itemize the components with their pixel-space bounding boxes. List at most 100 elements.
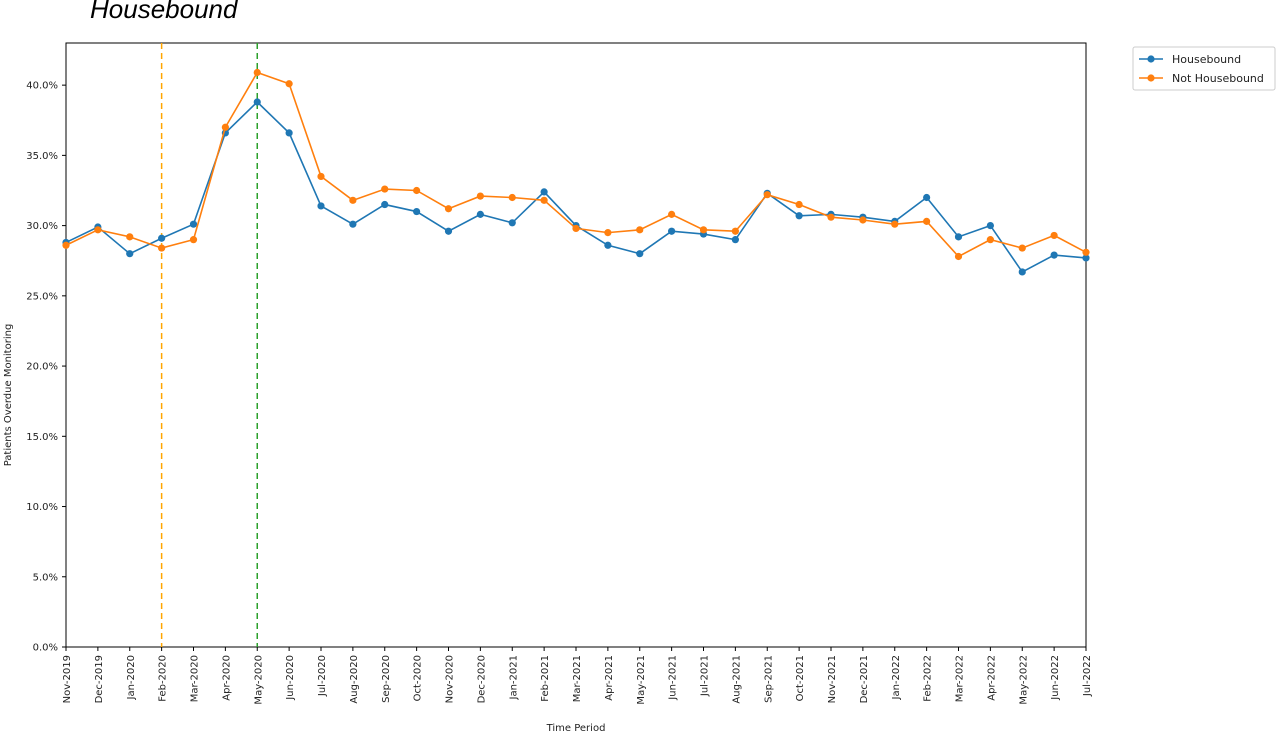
data-point — [986, 222, 994, 230]
data-point — [349, 220, 357, 228]
x-tick-label: Jun-2022 — [1050, 655, 1061, 701]
data-point — [540, 188, 548, 196]
data-point — [604, 229, 612, 237]
data-point — [508, 193, 516, 202]
x-tick-label: Oct-2020 — [413, 655, 424, 701]
data-point — [189, 236, 198, 244]
data-point — [381, 200, 389, 209]
data-point — [923, 217, 931, 225]
legend-box — [1132, 46, 1276, 91]
data-point — [636, 226, 644, 234]
x-tick-label: Feb-2020 — [158, 655, 169, 702]
data-point — [158, 234, 166, 242]
x-tick-label: Aug-2020 — [349, 655, 360, 704]
data-point — [413, 186, 421, 195]
y-tick-label: 15.0% — [26, 432, 58, 443]
y-tick-label: 25.0% — [26, 291, 58, 302]
data-point — [189, 220, 198, 228]
x-tick-label: Nov-2020 — [445, 655, 456, 703]
legend-marker — [1147, 74, 1155, 82]
data-point — [731, 227, 739, 235]
data-point — [349, 196, 357, 204]
data-point — [285, 80, 293, 88]
x-tick-label: Apr-2020 — [221, 655, 232, 701]
data-point — [317, 172, 325, 181]
x-tick-label: Apr-2021 — [604, 655, 615, 701]
data-point — [954, 252, 963, 261]
x-tick-label: Jun-2021 — [668, 655, 679, 701]
data-point — [668, 227, 676, 235]
y-tick-label: 20.0% — [26, 362, 58, 373]
x-tick-label: May-2021 — [636, 655, 647, 705]
data-point — [476, 192, 484, 200]
data-point — [1082, 248, 1090, 256]
page-title: Housebound — [90, 0, 238, 24]
x-tick-label: Feb-2021 — [540, 655, 551, 702]
data-point — [158, 244, 166, 252]
data-point — [253, 68, 261, 77]
data-point — [604, 241, 612, 249]
data-point — [1082, 254, 1090, 262]
y-tick-label: 0.0% — [33, 643, 58, 654]
x-tick-label: Jan-2020 — [126, 655, 137, 700]
x-tick-label: Dec-2019 — [94, 655, 105, 703]
data-point — [891, 220, 899, 228]
series-line — [65, 100, 1087, 273]
y-axis-label: Patients Overdue Monitoring — [3, 324, 14, 467]
data-point — [126, 250, 134, 258]
data-point — [476, 210, 484, 218]
legend-label: Housebound — [1172, 53, 1241, 66]
data-point — [317, 202, 325, 210]
plot-frame — [65, 42, 1087, 648]
data-point — [1018, 268, 1026, 276]
x-tick-label: Aug-2021 — [731, 655, 742, 704]
x-tick-label: Jan-2021 — [508, 655, 519, 700]
data-point — [954, 233, 963, 241]
data-point — [668, 210, 676, 218]
x-tick-label: Jul-2020 — [317, 655, 328, 697]
data-point — [413, 207, 421, 216]
data-point — [699, 226, 708, 234]
x-tick-label: Dec-2020 — [476, 655, 487, 703]
y-tick-label: 5.0% — [33, 572, 58, 583]
data-point — [859, 216, 867, 224]
plot-area: 0.0% 5.0% 10.0% 15.0% 20.0% 25.0% 30.0% 35.0% 40… — [26, 42, 1093, 705]
x-tick-label: Oct-2021 — [795, 655, 806, 701]
data-point — [62, 241, 70, 249]
data-point — [285, 129, 293, 137]
x-tick-label: Mar-2020 — [190, 655, 201, 702]
legend-label: Not Housebound — [1172, 72, 1264, 85]
y-tick-label: 30.0% — [26, 221, 58, 232]
data-point — [763, 191, 771, 199]
data-point — [444, 205, 453, 213]
data-point — [923, 193, 931, 202]
data-point — [1018, 244, 1026, 252]
y-tick-label: 35.0% — [26, 151, 58, 162]
data-point — [795, 200, 803, 209]
data-point — [381, 185, 389, 193]
x-tick-label: Feb-2022 — [923, 655, 934, 702]
x-tick-label: May-2022 — [1018, 655, 1029, 705]
x-tick-label: Sep-2020 — [381, 655, 392, 703]
x-tick-label: Mar-2021 — [572, 655, 583, 702]
data-point — [540, 196, 548, 204]
y-tick-label: 10.0% — [26, 502, 58, 513]
x-tick-label: Nov-2021 — [827, 655, 838, 703]
legend: Housebound Not Housebound — [1132, 46, 1276, 91]
x-tick-label: Mar-2022 — [955, 655, 966, 702]
x-tick-label: Nov-2019 — [62, 655, 73, 703]
data-point — [253, 98, 261, 106]
data-point — [636, 250, 644, 258]
x-tick-label: Dec-2021 — [859, 655, 870, 703]
x-tick-label: Jun-2020 — [285, 655, 296, 701]
data-point — [221, 123, 229, 131]
data-point — [986, 236, 994, 244]
data-point — [827, 213, 835, 221]
data-point — [1050, 231, 1058, 240]
data-point — [126, 233, 134, 241]
x-tick-label: May-2020 — [253, 655, 264, 705]
data-point — [444, 227, 453, 235]
x-tick-label: Apr-2022 — [986, 655, 997, 701]
data-point — [94, 226, 102, 234]
